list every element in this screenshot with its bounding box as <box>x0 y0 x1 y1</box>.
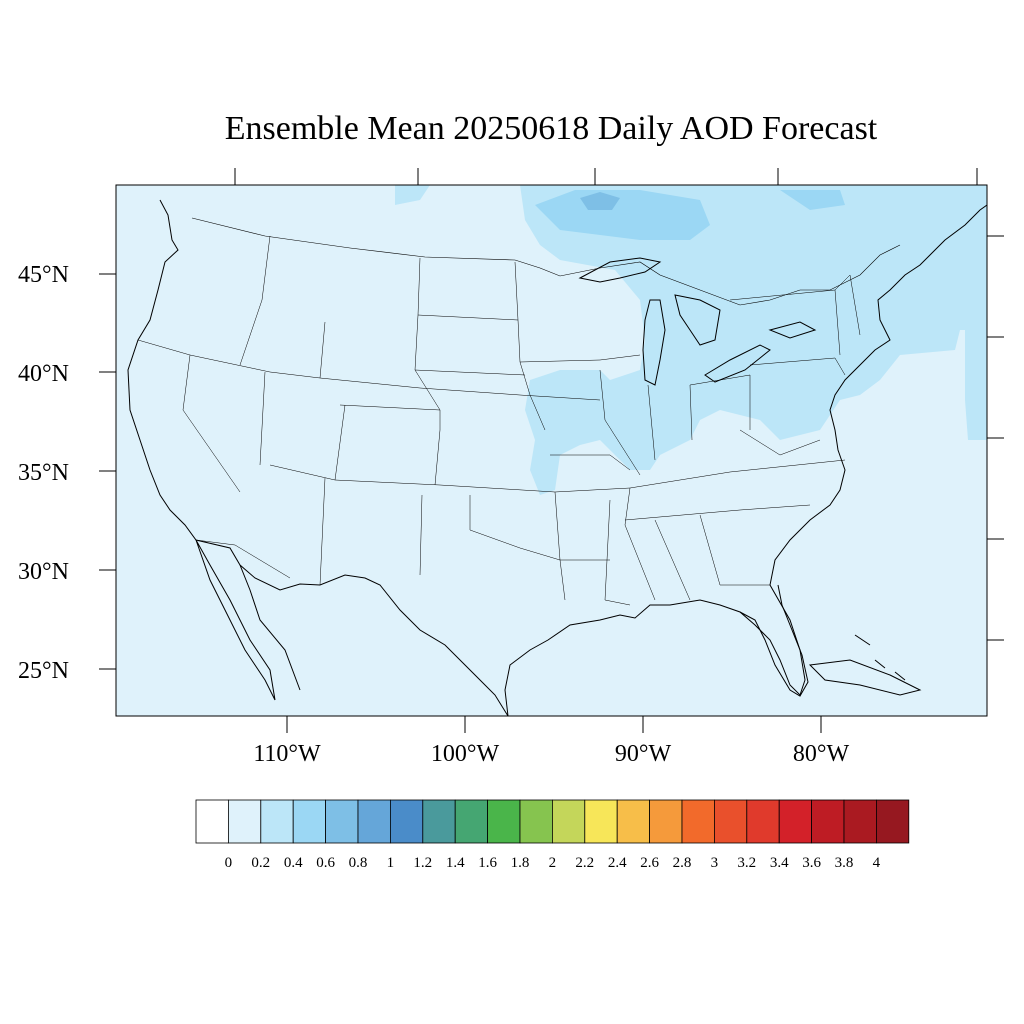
colorbar-swatch <box>552 799 586 844</box>
aod-band-0.6-b <box>780 190 845 210</box>
lat-label-40: 40°N <box>18 361 69 387</box>
state-boundaries <box>137 235 861 606</box>
colorbar-label: 0.8 <box>349 855 368 871</box>
lat-label-35: 35°N <box>18 460 69 486</box>
map-title: Ensemble Mean 20250618 Daily AOD Forecas… <box>224 110 878 147</box>
lake-huron <box>674 294 721 346</box>
colorbar-label: 2.6 <box>640 855 659 871</box>
lon-label-80: 80°W <box>793 741 850 767</box>
colorbar-swatch <box>714 799 748 844</box>
lon-label-90: 90°W <box>615 741 672 767</box>
colorbar-swatch <box>584 799 618 844</box>
colorbar-label: 0 <box>225 855 233 871</box>
colorbar-swatch <box>843 799 877 844</box>
colorbar-swatch <box>389 799 424 844</box>
map-frame <box>115 184 988 717</box>
colorbar-label: 0.6 <box>316 855 335 871</box>
colorbar-label: 3.8 <box>835 855 854 871</box>
colorbar-swatch <box>357 799 391 844</box>
colorbar-swatch <box>778 799 813 844</box>
colorbar-swatch <box>876 799 910 844</box>
colorbar-swatch <box>649 799 683 844</box>
colorbar-swatch <box>227 799 262 844</box>
colorbar-label: 2.2 <box>575 855 594 871</box>
us-coastline <box>127 199 987 716</box>
aod-band-0.6 <box>535 190 710 240</box>
colorbar-label: 0.4 <box>284 855 303 871</box>
colorbar-swatch <box>292 799 327 844</box>
aod-band-0.8 <box>580 192 620 210</box>
colorbar-label: 0.2 <box>251 855 270 871</box>
colorbar-swatch <box>195 799 229 844</box>
colorbar-label: 1.2 <box>413 855 432 871</box>
florida <box>739 584 809 697</box>
colorbar-label: 3.4 <box>770 855 789 871</box>
cuba <box>808 659 922 696</box>
lat-labels: 45°N 40°N 35°N 30°N 25°N <box>18 262 69 684</box>
colorbar-swatch <box>454 799 489 844</box>
colorbar-label: 3.6 <box>802 855 821 871</box>
lat-label-30: 30°N <box>18 559 69 585</box>
bahamas <box>854 634 906 681</box>
lon-labels: 110°W 100°W 90°W 80°W <box>253 741 849 767</box>
gulf-of-california <box>239 564 301 691</box>
aod-band-0.4-west <box>395 185 430 205</box>
colorbar-swatch <box>681 799 715 844</box>
colorbar-label: 3.2 <box>737 855 756 871</box>
colorbar-label: 1.4 <box>446 855 465 871</box>
lake-michigan <box>642 299 666 386</box>
map-outlines <box>127 199 987 716</box>
colorbar-label: 2 <box>549 855 557 871</box>
map-plot-area <box>115 184 988 717</box>
lon-label-110: 110°W <box>253 741 321 767</box>
aod-band-0.4-east <box>965 230 987 440</box>
lon-label-100: 100°W <box>431 741 500 767</box>
lake-erie <box>704 344 771 383</box>
colorbar-swatch <box>325 799 359 844</box>
baja-california <box>195 539 276 701</box>
colorbar-label: 2.4 <box>608 855 627 871</box>
map-ticks <box>99 168 1004 733</box>
colorbar-label: 2.8 <box>673 855 692 871</box>
lat-label-45: 45°N <box>18 262 69 288</box>
colorbar-swatch <box>616 799 651 844</box>
colorbar-label: 3 <box>711 855 719 871</box>
lake-superior <box>578 257 662 283</box>
colorbar: 0 0.2 0.4 0.6 0.8 1 1.2 1.4 1.6 1.8 2 2.2 2.4 2.6 2.8 3… <box>195 799 910 871</box>
colorbar-swatch <box>422 799 456 844</box>
colorbar-swatch <box>519 799 553 844</box>
colorbar-label: 1.8 <box>511 855 530 871</box>
lat-label-25: 25°N <box>18 658 69 684</box>
colorbar-swatch <box>487 799 521 844</box>
colorbar-label: 1.6 <box>478 855 497 871</box>
colorbar-label: 1 <box>387 855 395 871</box>
colorbar-swatch <box>260 799 294 844</box>
colorbar-label: 4 <box>873 855 881 871</box>
colorbar-swatch <box>746 799 780 844</box>
colorbar-swatch <box>811 799 845 844</box>
lake-ontario <box>768 321 817 339</box>
